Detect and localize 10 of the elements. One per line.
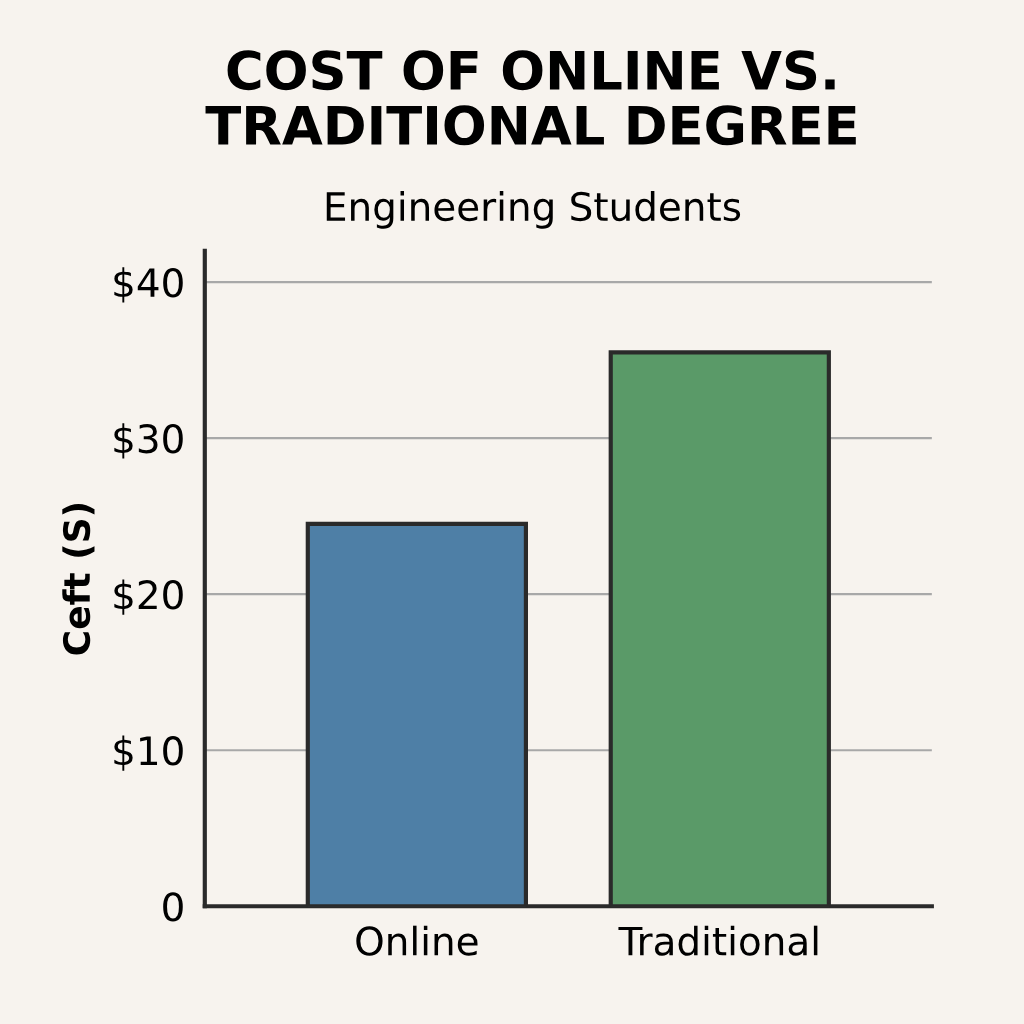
y-axis-title: Ceft (S) (62, 503, 95, 655)
x-tick-label: Online (356, 925, 478, 956)
x-tick-label: Traditional (618, 925, 818, 956)
chart-subtitle: Engineering Students (326, 191, 741, 229)
chart-title: COST OF ONLINE VS. TRADITIONAL DEGREE (205, 50, 856, 146)
y-tick-label: $40 (114, 267, 183, 303)
y-tick-label: $20 (114, 579, 183, 615)
y-tick-label: $30 (114, 423, 183, 459)
y-tick-label: 0 (163, 892, 183, 922)
y-tick-label: $10 (114, 735, 183, 771)
